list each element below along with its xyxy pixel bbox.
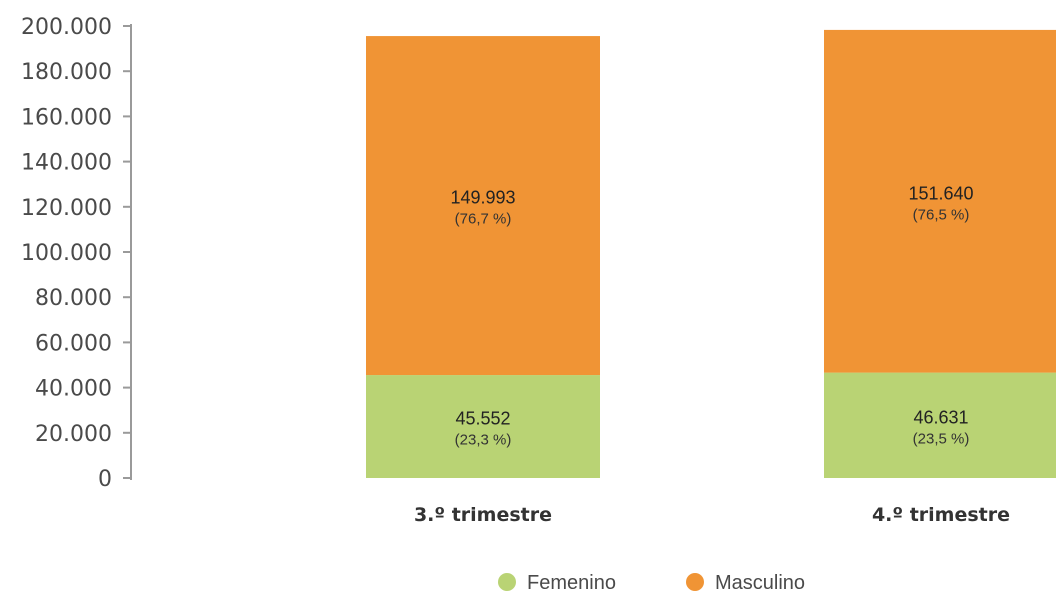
x-category-label: 4.º trimestre xyxy=(872,504,1010,526)
bars xyxy=(366,29,1056,478)
x-axis-categories: 3.º trimestre 4.º trimestre xyxy=(414,504,1010,526)
legend-swatch-femenino xyxy=(498,573,516,591)
y-tick-label: 100.000 xyxy=(21,241,112,266)
y-tick-label: 120.000 xyxy=(21,196,112,221)
data-label-value: 151.640 xyxy=(908,183,973,203)
data-label-percent: (23,3 %) xyxy=(455,432,512,449)
x-category-label: 3.º trimestre xyxy=(414,504,552,526)
data-labels: 45.552 (23,3 %) 149.993 (76,7 %) 46.631 (23,5… xyxy=(450,183,973,448)
y-axis-ticks: 0 20.000 40.000 60.000 80.000 100.000 120.000 1… xyxy=(21,15,131,492)
y-tick-label: 160.000 xyxy=(21,105,112,130)
data-label-percent: (23,5 %) xyxy=(913,430,970,447)
y-tick-label: 80.000 xyxy=(35,286,112,311)
bar-masculino-2 xyxy=(824,29,1056,373)
y-tick-label: 60.000 xyxy=(35,331,112,356)
legend-label: Femenino xyxy=(527,572,616,594)
y-tick-label: 20.000 xyxy=(35,422,112,447)
y-tick-label: 40.000 xyxy=(35,377,112,402)
data-label-percent: (76,7 %) xyxy=(455,211,512,228)
bar-femenino-2 xyxy=(824,372,1056,478)
data-label-value: 45.552 xyxy=(455,409,510,429)
y-tick-label: 0 xyxy=(98,467,112,492)
legend-label: Masculino xyxy=(715,572,805,594)
bar-femenino-1 xyxy=(366,375,600,478)
y-tick-label: 200.000 xyxy=(21,15,112,40)
bar-masculino-1 xyxy=(366,36,600,376)
data-label-value: 46.631 xyxy=(913,407,968,427)
data-label-percent: (76,5 %) xyxy=(913,206,970,223)
legend: Femenino Masculino xyxy=(498,572,805,594)
legend-swatch-masculino xyxy=(686,573,704,591)
data-label-value: 149.993 xyxy=(450,188,515,208)
y-tick-label: 180.000 xyxy=(21,60,112,85)
y-tick-label: 140.000 xyxy=(21,151,112,176)
